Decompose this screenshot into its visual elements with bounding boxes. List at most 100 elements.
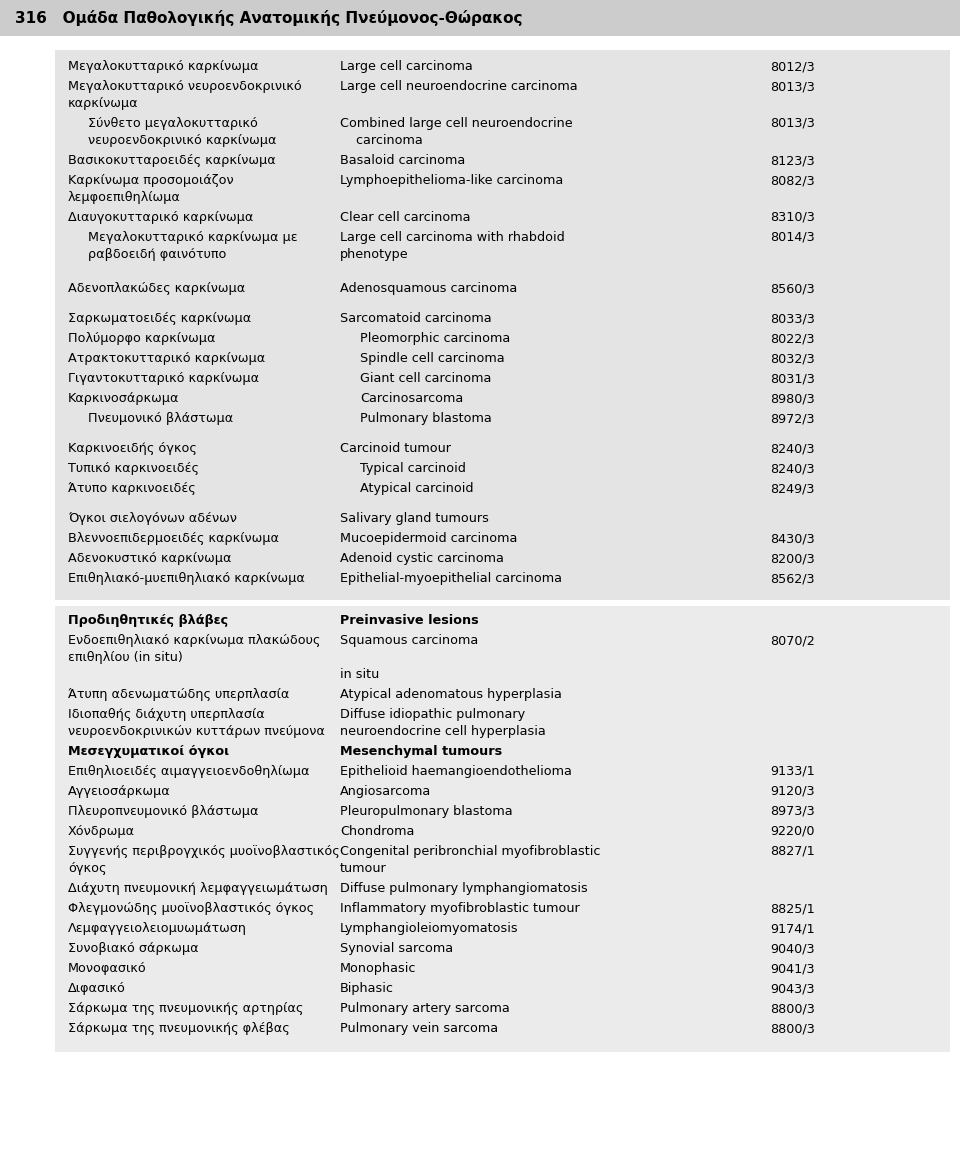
Text: Λεμφαγγειολειομυωμάτωση: Λεμφαγγειολειομυωμάτωση (68, 922, 247, 935)
Text: Lymphangioleiomyomatosis: Lymphangioleiomyomatosis (340, 922, 518, 935)
Text: Large cell carcinoma with rhabdoid: Large cell carcinoma with rhabdoid (340, 231, 564, 244)
Text: 8014/3: 8014/3 (770, 231, 815, 244)
Text: Τυπικό καρκινοειδές: Τυπικό καρκινοειδές (68, 462, 199, 475)
Text: Μονοφασικό: Μονοφασικό (68, 962, 147, 974)
Text: Chondroma: Chondroma (340, 825, 415, 838)
Text: Large cell carcinoma: Large cell carcinoma (340, 60, 472, 74)
Text: 8013/3: 8013/3 (770, 117, 815, 130)
Text: Synovial sarcoma: Synovial sarcoma (340, 942, 453, 955)
Text: όγκος: όγκος (68, 862, 107, 875)
Text: Άτυπο καρκινοειδές: Άτυπο καρκινοειδές (68, 482, 196, 495)
Text: Βασικοκυτταροειδές καρκίνωμα: Βασικοκυτταροειδές καρκίνωμα (68, 154, 276, 167)
Text: Pleomorphic carcinoma: Pleomorphic carcinoma (360, 331, 511, 345)
Text: 8012/3: 8012/3 (770, 60, 815, 74)
Text: Adenosquamous carcinoma: Adenosquamous carcinoma (340, 282, 517, 295)
Text: 9041/3: 9041/3 (770, 962, 815, 974)
Text: Καρκινοσάρκωμα: Καρκινοσάρκωμα (68, 392, 180, 405)
Text: 8123/3: 8123/3 (770, 154, 815, 167)
Text: Epithelioid haemangioendothelioma: Epithelioid haemangioendothelioma (340, 766, 572, 778)
Text: Χόνδρωμα: Χόνδρωμα (68, 825, 135, 838)
Text: Diffuse pulmonary lymphangiomatosis: Diffuse pulmonary lymphangiomatosis (340, 882, 588, 895)
Text: Διφασικό: Διφασικό (68, 981, 126, 995)
Text: Preinvasive lesions: Preinvasive lesions (340, 614, 479, 627)
Text: Pulmonary artery sarcoma: Pulmonary artery sarcoma (340, 1002, 510, 1015)
Text: Συνοβιακό σάρκωμα: Συνοβιακό σάρκωμα (68, 942, 199, 955)
Text: καρκίνωμα: καρκίνωμα (68, 97, 138, 110)
Text: 8430/3: 8430/3 (770, 532, 815, 545)
Text: Επιθηλιοειδές αιμαγγειοενδοθηλίωμα: Επιθηλιοειδές αιμαγγειοενδοθηλίωμα (68, 766, 309, 778)
Text: Όγκοι σιελογόνων αδένων: Όγκοι σιελογόνων αδένων (68, 512, 237, 525)
Text: 316   Ομάδα Παθολογικής Ανατομικής Πνεύμονος-Θώρακος: 316 Ομάδα Παθολογικής Ανατομικής Πνεύμον… (15, 11, 522, 26)
Text: Salivary gland tumours: Salivary gland tumours (340, 512, 489, 525)
Text: 8070/2: 8070/2 (770, 634, 815, 647)
Text: 8800/3: 8800/3 (770, 1022, 815, 1035)
Text: Inflammatory myofibroblastic tumour: Inflammatory myofibroblastic tumour (340, 902, 580, 915)
Text: carcinoma: carcinoma (340, 134, 422, 147)
Text: 9220/0: 9220/0 (770, 825, 814, 838)
Text: Lymphoepithelioma-like carcinoma: Lymphoepithelioma-like carcinoma (340, 174, 564, 187)
Text: 8022/3: 8022/3 (770, 331, 815, 345)
Text: 9133/1: 9133/1 (770, 766, 815, 778)
Text: Pulmonary vein sarcoma: Pulmonary vein sarcoma (340, 1022, 498, 1035)
Text: 8082/3: 8082/3 (770, 174, 815, 187)
Text: 8240/3: 8240/3 (770, 442, 815, 455)
Text: 8031/3: 8031/3 (770, 372, 815, 385)
Text: Μεγαλοκυτταρικό καρκίνωμα με: Μεγαλοκυτταρικό καρκίνωμα με (88, 231, 298, 244)
Text: Πνευμονικό βλάστωμα: Πνευμονικό βλάστωμα (88, 412, 233, 425)
Text: Pulmonary blastoma: Pulmonary blastoma (360, 412, 492, 425)
Text: Atypical adenomatous hyperplasia: Atypical adenomatous hyperplasia (340, 689, 562, 701)
Text: 8973/3: 8973/3 (770, 805, 815, 818)
Text: Άτυπη αδενωματώδης υπερπλασία: Άτυπη αδενωματώδης υπερπλασία (68, 689, 289, 701)
Text: ραβδοειδή φαινότυπο: ραβδοειδή φαινότυπο (88, 249, 227, 261)
Text: 9174/1: 9174/1 (770, 922, 815, 935)
Text: Ενδοεπιθηλιακό καρκίνωμα πλακώδους: Ενδοεπιθηλιακό καρκίνωμα πλακώδους (68, 634, 321, 647)
Text: Σύνθετο μεγαλοκυτταρικό: Σύνθετο μεγαλοκυτταρικό (88, 117, 258, 130)
Text: 8033/3: 8033/3 (770, 312, 815, 324)
Text: 8240/3: 8240/3 (770, 462, 815, 475)
Text: 8825/1: 8825/1 (770, 902, 815, 915)
Text: Atypical carcinoid: Atypical carcinoid (360, 482, 473, 495)
Text: Pleuropulmonary blastoma: Pleuropulmonary blastoma (340, 805, 513, 818)
Text: Combined large cell neuroendocrine: Combined large cell neuroendocrine (340, 117, 572, 130)
Text: Καρκίνωμα προσομοιάζον: Καρκίνωμα προσομοιάζον (68, 174, 233, 187)
Text: Squamous carcinoma: Squamous carcinoma (340, 634, 482, 647)
Text: Angiosarcoma: Angiosarcoma (340, 785, 431, 798)
Text: Καρκινοειδής όγκος: Καρκινοειδής όγκος (68, 442, 197, 455)
Text: Αδενοπλακώδες καρκίνωμα: Αδενοπλακώδες καρκίνωμα (68, 282, 245, 295)
Text: 9120/3: 9120/3 (770, 785, 815, 798)
Text: 8827/1: 8827/1 (770, 845, 815, 858)
Text: Μεγαλοκυτταρικό καρκίνωμα: Μεγαλοκυτταρικό καρκίνωμα (68, 60, 258, 74)
Text: νευροενδοκρινικό καρκίνωμα: νευροενδοκρινικό καρκίνωμα (88, 134, 276, 147)
Text: 9040/3: 9040/3 (770, 942, 815, 955)
Text: Βλεννοεπιδερμοειδές καρκίνωμα: Βλεννοεπιδερμοειδές καρκίνωμα (68, 532, 279, 545)
Text: Adenoid cystic carcinoma: Adenoid cystic carcinoma (340, 552, 504, 565)
Text: Διαυγοκυτταρικό καρκίνωμα: Διαυγοκυτταρικό καρκίνωμα (68, 211, 253, 224)
Text: Diffuse idiopathic pulmonary: Diffuse idiopathic pulmonary (340, 708, 525, 721)
Text: Διάχυτη πνευμονική λεμφαγγειωμάτωση: Διάχυτη πνευμονική λεμφαγγειωμάτωση (68, 882, 328, 895)
Text: Μεσεγχυματικοί όγκοι: Μεσεγχυματικοί όγκοι (68, 745, 229, 759)
Text: Giant cell carcinoma: Giant cell carcinoma (360, 372, 492, 385)
Text: επιθηλίου (in situ): επιθηλίου (in situ) (68, 651, 182, 664)
Text: 8310/3: 8310/3 (770, 211, 815, 224)
Text: Spindle cell carcinoma: Spindle cell carcinoma (360, 352, 505, 365)
Text: phenotype: phenotype (340, 249, 409, 261)
Text: 8562/3: 8562/3 (770, 572, 815, 585)
Text: Πολύμορφο καρκίνωμα: Πολύμορφο καρκίνωμα (68, 331, 215, 345)
Text: 8800/3: 8800/3 (770, 1002, 815, 1015)
Text: tumour: tumour (340, 862, 387, 875)
Text: 8972/3: 8972/3 (770, 412, 815, 425)
Text: νευροενδοκρινικών κυττάρων πνεύμονα: νευροενδοκρινικών κυττάρων πνεύμονα (68, 725, 324, 738)
Text: Carcinosarcoma: Carcinosarcoma (360, 392, 464, 405)
Text: Γιγαντοκυτταρικό καρκίνωμα: Γιγαντοκυτταρικό καρκίνωμα (68, 372, 259, 385)
Text: 8560/3: 8560/3 (770, 282, 815, 295)
Text: neuroendocrine cell hyperplasia: neuroendocrine cell hyperplasia (340, 725, 545, 738)
Text: 8013/3: 8013/3 (770, 81, 815, 93)
Text: Large cell neuroendocrine carcinoma: Large cell neuroendocrine carcinoma (340, 81, 578, 93)
Text: Σάρκωμα της πνευμονικής φλέβας: Σάρκωμα της πνευμονικής φλέβας (68, 1022, 290, 1035)
Text: 8032/3: 8032/3 (770, 352, 815, 365)
Text: Basaloid carcinoma: Basaloid carcinoma (340, 154, 466, 167)
Text: Πλευροπνευμονικό βλάστωμα: Πλευροπνευμονικό βλάστωμα (68, 805, 258, 818)
Text: Mesenchymal tumours: Mesenchymal tumours (340, 745, 502, 759)
Text: Αδενοκυστικό καρκίνωμα: Αδενοκυστικό καρκίνωμα (68, 552, 231, 565)
Text: Ατρακτοκυτταρικό καρκίνωμα: Ατρακτοκυτταρικό καρκίνωμα (68, 352, 265, 365)
